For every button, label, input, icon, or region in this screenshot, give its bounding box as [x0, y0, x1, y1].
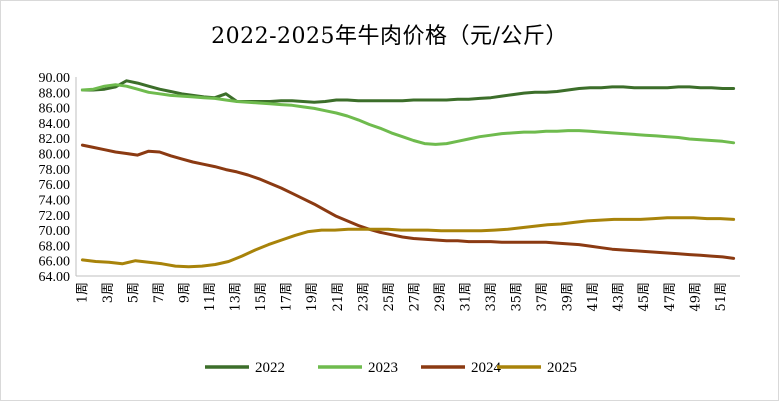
y-tick-label: 82.00	[39, 132, 71, 147]
x-tick-label: 11周	[203, 282, 218, 312]
y-tick-label: 68.00	[39, 239, 71, 254]
x-tick-label: 15周	[254, 282, 269, 312]
axes: 64.0066.0068.0070.0072.0074.0076.0078.00…	[39, 71, 740, 312]
series-line-2023	[80, 83, 736, 146]
x-tick-label: 31周	[458, 282, 473, 312]
y-tick-label: 70.00	[39, 224, 71, 239]
y-tick-label: 80.00	[39, 148, 71, 163]
y-tick-label: 90.00	[39, 71, 71, 86]
series-line-2025	[80, 216, 736, 269]
legend-label-2023: 2023	[368, 360, 398, 376]
x-tick-label: 3周	[101, 282, 116, 303]
legend-label-2022: 2022	[255, 360, 285, 376]
x-tick-label: 5周	[126, 282, 141, 303]
x-tick-label: 33周	[484, 282, 499, 312]
series-line-2024	[80, 143, 736, 260]
series-line-2022	[80, 79, 736, 104]
y-tick-label: 78.00	[39, 163, 71, 178]
series-group	[80, 79, 736, 269]
x-tick-label: 35周	[510, 282, 525, 312]
x-tick-label: 41周	[586, 282, 601, 312]
x-tick-label: 49周	[688, 282, 703, 312]
x-tick-label: 1周	[75, 282, 90, 303]
chart-title: 2022-2025年牛肉价格（元/公斤）	[211, 24, 568, 49]
x-tick-label: 23周	[356, 282, 371, 312]
x-tick-label: 29周	[433, 282, 448, 312]
x-tick-label: 51周	[714, 282, 729, 312]
y-tick-label: 64.00	[39, 270, 71, 285]
x-tick-label: 19周	[305, 282, 320, 312]
y-tick-label: 86.00	[39, 102, 71, 117]
x-tick-label: 47周	[663, 282, 678, 312]
y-tick-label: 84.00	[39, 117, 71, 132]
x-tick-label: 43周	[612, 282, 627, 312]
y-tick-label: 74.00	[39, 193, 71, 208]
x-tick-label: 37周	[535, 282, 550, 312]
y-tick-label: 76.00	[39, 178, 71, 193]
x-tick-label: 7周	[152, 282, 167, 303]
legend: 2022 2023 2024 2025	[205, 360, 577, 376]
x-tick-label: 45周	[637, 282, 652, 312]
x-tick-label: 21周	[331, 282, 346, 312]
x-tick-label: 39周	[561, 282, 576, 312]
x-tick-label: 17周	[280, 282, 295, 312]
y-tick-label: 72.00	[39, 209, 71, 224]
y-tick-label: 88.00	[39, 86, 71, 101]
y-tick-label: 66.00	[39, 255, 71, 270]
legend-label-2024: 2024	[471, 360, 502, 376]
legend-label-2025: 2025	[547, 360, 577, 376]
x-tick-label: 25周	[382, 282, 397, 312]
x-tick-label: 9周	[178, 282, 193, 303]
x-tick-label: 13周	[229, 282, 244, 312]
x-tick-label: 27周	[407, 282, 422, 312]
